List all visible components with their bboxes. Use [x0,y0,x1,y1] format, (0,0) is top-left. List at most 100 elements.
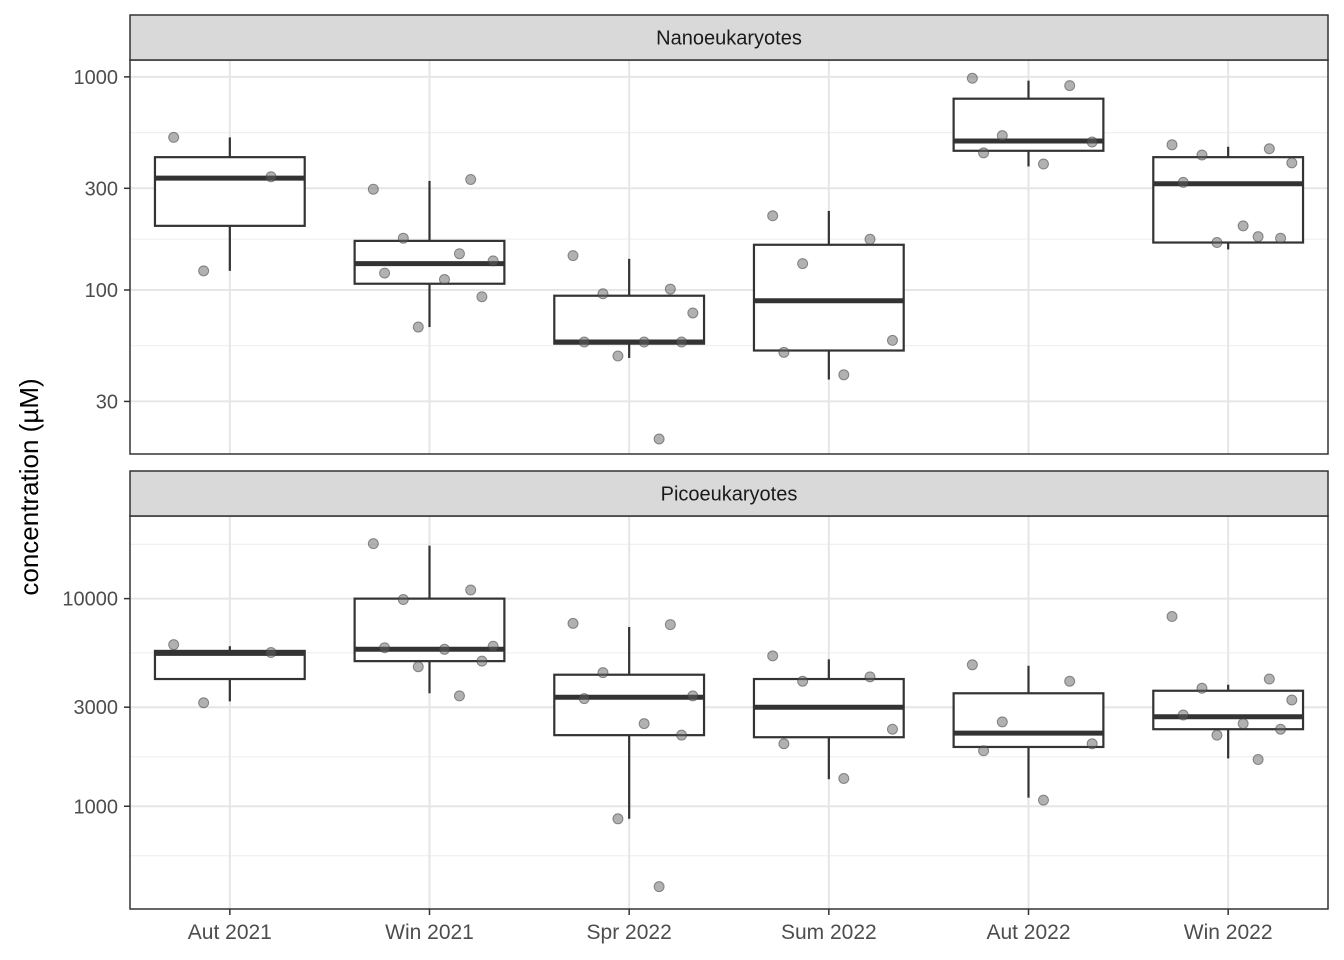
data-point [1275,723,1287,735]
data-point [1177,709,1189,721]
box-2 [553,627,706,819]
box-3 [752,659,905,780]
data-point [886,334,898,346]
data-point [778,738,790,750]
data-point [1275,232,1287,244]
y-tick-label: 3000 [74,697,119,719]
data-point [578,336,590,348]
box-iqr [952,692,1105,749]
data-point [1086,136,1098,148]
data-point [1037,158,1049,170]
data-point [664,619,676,631]
y-tick-label: 100 [85,280,118,302]
data-point [1166,139,1178,151]
facet-strip-label: Nanoeukaryotes [656,28,802,50]
data-point [198,697,210,709]
facet-strip [129,470,1329,517]
x-tick-label: Spr 2022 [587,921,672,944]
facet-strip [129,14,1329,61]
data-point [379,267,391,279]
data-point [567,250,579,262]
data-point [864,671,876,683]
data-point [1211,237,1223,249]
box-0 [153,646,306,702]
facet-panels: Nanoeukaryotes301003001000Picoeukaryotes… [62,14,1329,910]
y-tick-label: 10000 [62,589,118,611]
plot-background [130,60,1328,454]
data-point [767,210,779,222]
data-point [1064,80,1076,92]
box-iqr [553,673,706,737]
data-point [1237,220,1249,232]
box-1 [353,180,506,328]
data-point [797,258,809,270]
y-tick-label: 30 [96,391,118,413]
box-iqr [752,243,905,352]
data-point [168,131,180,143]
data-point [1037,794,1049,806]
data-point [487,255,499,267]
data-point [687,690,699,702]
data-point [597,667,609,679]
data-point [886,723,898,735]
data-point [367,183,379,195]
data-point [638,336,650,348]
data-point [1252,231,1264,243]
data-point [687,307,699,319]
data-point [453,248,465,260]
box-3 [752,210,905,380]
box-0 [153,137,306,271]
data-point [438,274,450,286]
plot-background [130,516,1328,909]
data-point [1211,729,1223,741]
data-point [1086,738,1098,750]
box-iqr [153,156,306,227]
data-point [476,655,488,667]
data-point [838,773,850,785]
data-point [567,617,579,629]
data-point [476,291,488,303]
data-point [1263,143,1275,155]
data-point [265,647,277,659]
box-4 [952,665,1105,798]
data-point [438,643,450,655]
data-point [1064,675,1076,687]
data-point [487,640,499,652]
data-point [978,147,990,159]
data-point [676,729,688,741]
x-tick-label: Aut 2022 [986,921,1070,944]
data-point [1286,157,1298,169]
x-tick-label: Sum 2022 [781,921,877,944]
data-point [265,171,277,183]
data-point [966,659,978,671]
data-point [996,716,1008,728]
data-point [676,336,688,348]
data-point [379,642,391,654]
data-point [778,346,790,358]
data-point [653,433,665,445]
data-point [412,321,424,333]
data-point [367,538,379,550]
y-axis-title: concentration (µM) [14,378,44,595]
data-point [465,173,477,185]
y-tick-label: 1000 [74,796,119,818]
y-tick-label: 300 [85,178,118,200]
box-5 [1152,684,1305,759]
box-iqr [1152,689,1305,731]
data-point [578,693,590,705]
data-point [168,639,180,651]
facet-strip-label: Picoeukaryotes [661,484,798,506]
y-tick-label: 1000 [74,67,119,89]
data-point [838,369,850,381]
data-point [1196,682,1208,694]
data-point [864,233,876,245]
data-point [1286,694,1298,706]
facet-panel-1: Picoeukaryotes 1000 3000 10000 [62,470,1329,910]
data-point [653,881,665,893]
data-point [978,745,990,757]
box-4 [952,80,1105,167]
x-axis: Aut 2021 Win 2021 Spr 2022 Sum 2022 Aut 2022… [188,909,1273,944]
data-point [1263,673,1275,685]
data-point [612,350,624,362]
x-tick-label: Aut 2021 [188,921,272,944]
